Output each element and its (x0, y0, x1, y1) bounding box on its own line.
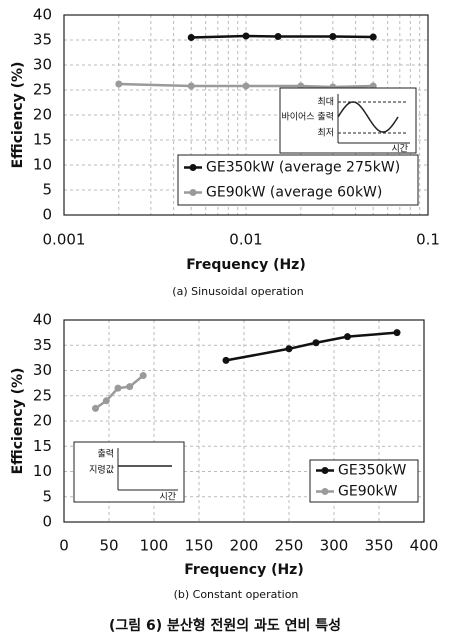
inset-label: 최저 (317, 128, 334, 139)
y-tick-label: 10 (33, 156, 52, 174)
data-point (329, 33, 337, 40)
series-line (94, 374, 144, 410)
x-axis-title: Frequency (Hz) (184, 562, 303, 578)
x-tick-label: 100 (140, 537, 169, 555)
x-tick-label: 0 (59, 537, 69, 555)
inset-wave (337, 101, 399, 133)
y-axis-title: Efficiency (%) (10, 368, 26, 475)
inset-label: 시간 (159, 492, 176, 503)
y-tick-label: 25 (33, 81, 52, 99)
inset-label: 출력 (97, 448, 114, 460)
y-tick-label: 35 (33, 31, 52, 49)
y-tick-label: 40 (33, 311, 52, 329)
data-point (285, 345, 293, 353)
data-point (242, 32, 250, 40)
data-point (312, 339, 320, 347)
y-tick-label: 5 (42, 487, 52, 505)
chart-caption: (a) Sinusoidal operation (172, 285, 303, 298)
inset-box (73, 441, 185, 503)
y-tick-label: 30 (33, 56, 52, 74)
y-tick-label: 15 (33, 131, 52, 149)
x-tick-label: 150 (185, 537, 214, 555)
series-line (118, 82, 374, 89)
legend-marker (189, 189, 197, 196)
legend-marker (189, 164, 197, 171)
legend-label: GE350kW (338, 463, 407, 479)
data-point (222, 356, 230, 364)
data-point (126, 383, 134, 391)
x-tick-label: 400 (410, 537, 439, 555)
data-point (369, 33, 377, 41)
data-point (187, 82, 195, 90)
x-tick-label: 250 (275, 537, 304, 555)
data-point (139, 372, 147, 380)
y-tick-label: 35 (33, 336, 52, 354)
figure-caption: (그림 6) 분산형 전원의 과도 연비 특성 (109, 617, 341, 634)
inset-label: 바이어스 출력 (281, 111, 334, 123)
plot-frame (63, 319, 425, 523)
y-tick-label: 0 (42, 206, 52, 224)
x-tick-label: 350 (365, 537, 394, 555)
series-line (225, 331, 398, 362)
x-tick-label: 200 (230, 537, 259, 555)
y-tick-label: 10 (33, 462, 52, 480)
legend-label: GE90kW (338, 484, 398, 500)
y-tick-label: 40 (33, 6, 52, 24)
data-point (242, 82, 250, 90)
legend-label: GE350kW (average 275kW) (206, 160, 400, 176)
y-tick-label: 20 (33, 412, 52, 430)
x-axis-title: Frequency (Hz) (186, 257, 305, 273)
data-point (102, 397, 110, 405)
x-tick-label: 0.01 (229, 231, 262, 249)
y-tick-label: 5 (42, 181, 52, 199)
data-point (187, 34, 195, 41)
legend-box (309, 459, 419, 503)
data-point (92, 404, 99, 412)
y-tick-label: 15 (33, 437, 52, 455)
y-tick-label: 20 (33, 106, 52, 124)
plot-frame (63, 14, 429, 216)
legend-marker (321, 467, 329, 474)
x-tick-label: 300 (320, 537, 349, 555)
data-point (274, 33, 282, 40)
y-tick-label: 25 (33, 386, 52, 404)
y-tick-label: 0 (42, 513, 52, 531)
data-point (114, 384, 122, 392)
y-axis-title: Efficiency (%) (10, 62, 26, 169)
data-point (115, 80, 123, 88)
data-point (393, 329, 401, 337)
legend-box (177, 154, 419, 206)
inset-label: 시간 (391, 144, 408, 155)
x-tick-label: 0.1 (416, 231, 440, 249)
x-tick-label: 0.001 (43, 231, 86, 249)
legend-label: GE90kW (average 60kW) (206, 185, 382, 201)
series-line (191, 34, 374, 39)
x-tick-label: 50 (99, 537, 118, 555)
y-tick-label: 30 (33, 361, 52, 379)
inset-label: 지령값 (89, 464, 114, 476)
inset-label: 최대 (317, 97, 334, 108)
data-point (344, 333, 351, 341)
legend-marker (321, 488, 329, 495)
chart-caption: (b) Constant operation (174, 588, 299, 601)
inset-box (279, 87, 417, 154)
